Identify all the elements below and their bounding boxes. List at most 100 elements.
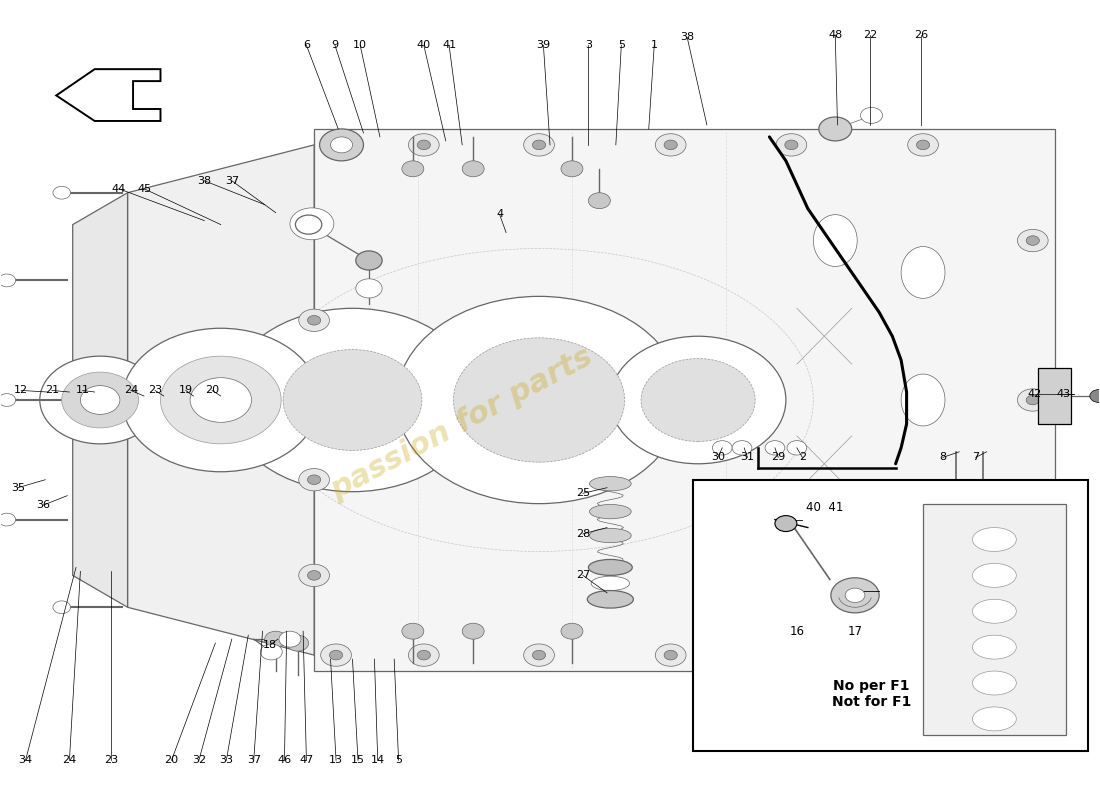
Ellipse shape: [590, 505, 631, 518]
Circle shape: [1026, 395, 1039, 405]
Circle shape: [396, 296, 682, 504]
Circle shape: [53, 186, 70, 199]
Text: 15: 15: [351, 755, 365, 766]
Circle shape: [916, 650, 930, 660]
Circle shape: [656, 644, 686, 666]
Circle shape: [402, 623, 424, 639]
Text: 44: 44: [112, 184, 125, 194]
Ellipse shape: [590, 477, 631, 491]
Circle shape: [818, 117, 851, 141]
Text: 2: 2: [799, 452, 806, 462]
Text: 46: 46: [277, 755, 292, 766]
Ellipse shape: [901, 246, 945, 298]
Circle shape: [417, 650, 430, 660]
Text: 22: 22: [864, 30, 878, 40]
Text: 35: 35: [11, 482, 25, 493]
Circle shape: [656, 134, 686, 156]
Circle shape: [308, 220, 321, 230]
Text: 4: 4: [496, 210, 503, 219]
Circle shape: [946, 493, 966, 507]
Circle shape: [0, 274, 15, 286]
Circle shape: [265, 631, 287, 647]
Ellipse shape: [901, 502, 945, 554]
Circle shape: [330, 650, 342, 660]
Circle shape: [261, 644, 283, 660]
Circle shape: [776, 134, 806, 156]
Circle shape: [784, 650, 798, 660]
Circle shape: [80, 386, 120, 414]
Circle shape: [53, 601, 70, 614]
Text: 27: 27: [575, 570, 590, 580]
Text: 38: 38: [197, 176, 211, 186]
Text: 11: 11: [76, 386, 89, 395]
Polygon shape: [315, 129, 1055, 671]
Circle shape: [0, 394, 15, 406]
Circle shape: [299, 564, 330, 586]
Text: 45: 45: [138, 184, 151, 194]
Text: No per F1
Not for F1: No per F1 Not for F1: [832, 679, 911, 710]
Circle shape: [417, 140, 430, 150]
Text: 13: 13: [329, 755, 343, 766]
Circle shape: [308, 570, 321, 580]
Circle shape: [916, 140, 930, 150]
Text: 18: 18: [263, 640, 277, 650]
Text: 23: 23: [104, 755, 118, 766]
Circle shape: [287, 635, 309, 651]
Text: 6: 6: [302, 40, 310, 50]
Circle shape: [321, 644, 351, 666]
Circle shape: [227, 308, 478, 492]
Circle shape: [1026, 554, 1039, 564]
Ellipse shape: [587, 590, 634, 608]
Text: 30: 30: [711, 452, 725, 462]
Circle shape: [62, 372, 139, 428]
Circle shape: [402, 161, 424, 177]
Circle shape: [641, 358, 756, 442]
Text: 40  41: 40 41: [805, 501, 843, 514]
Circle shape: [561, 623, 583, 639]
Circle shape: [974, 493, 993, 507]
FancyBboxPatch shape: [693, 480, 1088, 750]
Circle shape: [1018, 548, 1048, 570]
Circle shape: [784, 140, 798, 150]
Ellipse shape: [972, 599, 1016, 623]
Text: 23: 23: [147, 386, 162, 395]
Text: 36: 36: [36, 500, 51, 510]
Circle shape: [776, 644, 806, 666]
Circle shape: [713, 441, 733, 455]
Circle shape: [321, 134, 351, 156]
Text: 37: 37: [246, 755, 261, 766]
Text: 39: 39: [537, 40, 550, 50]
Circle shape: [908, 644, 938, 666]
Ellipse shape: [591, 576, 629, 590]
Text: 24: 24: [63, 755, 77, 766]
Text: 40: 40: [417, 40, 431, 50]
Ellipse shape: [588, 559, 632, 575]
Circle shape: [331, 137, 352, 153]
Circle shape: [408, 134, 439, 156]
Polygon shape: [56, 69, 161, 121]
Text: 16: 16: [790, 625, 804, 638]
Text: 1: 1: [651, 40, 658, 50]
Circle shape: [588, 193, 610, 209]
Text: 37: 37: [224, 176, 239, 186]
Text: 34: 34: [19, 755, 33, 766]
Text: 32: 32: [191, 755, 206, 766]
Text: 14: 14: [371, 755, 385, 766]
Polygon shape: [128, 145, 315, 655]
Circle shape: [524, 134, 554, 156]
Text: 31: 31: [740, 452, 755, 462]
Circle shape: [830, 578, 879, 613]
Circle shape: [664, 140, 678, 150]
Text: 19: 19: [178, 386, 192, 395]
Text: 41: 41: [442, 40, 456, 50]
Text: 3: 3: [585, 40, 592, 50]
Text: 24: 24: [123, 386, 138, 395]
Circle shape: [40, 356, 161, 444]
Ellipse shape: [590, 528, 631, 542]
Text: 5: 5: [395, 755, 403, 766]
Text: 38: 38: [680, 32, 694, 42]
Circle shape: [845, 588, 865, 602]
Circle shape: [532, 140, 546, 150]
Ellipse shape: [813, 214, 857, 266]
Circle shape: [296, 215, 322, 234]
